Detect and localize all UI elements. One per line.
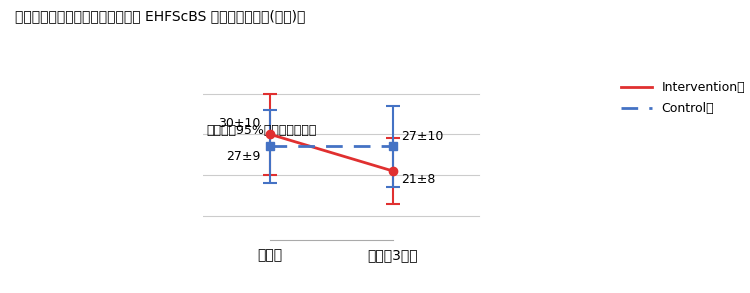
Text: 【退院後３か月における日本語版 EHFScBS の総得点の変化(図２)】: 【退院後３か月における日本語版 EHFScBS の総得点の変化(図２)】 bbox=[15, 9, 305, 23]
Text: 27±9: 27±9 bbox=[226, 150, 260, 163]
Text: 30±10: 30±10 bbox=[217, 117, 260, 130]
Text: 平均値と95%信頼区間の比較: 平均値と95%信頼区間の比較 bbox=[206, 124, 316, 137]
Text: 27±10: 27±10 bbox=[401, 130, 444, 143]
Legend: Intervention群, Control群: Intervention群, Control群 bbox=[620, 81, 746, 115]
Text: 21±8: 21±8 bbox=[401, 173, 436, 186]
